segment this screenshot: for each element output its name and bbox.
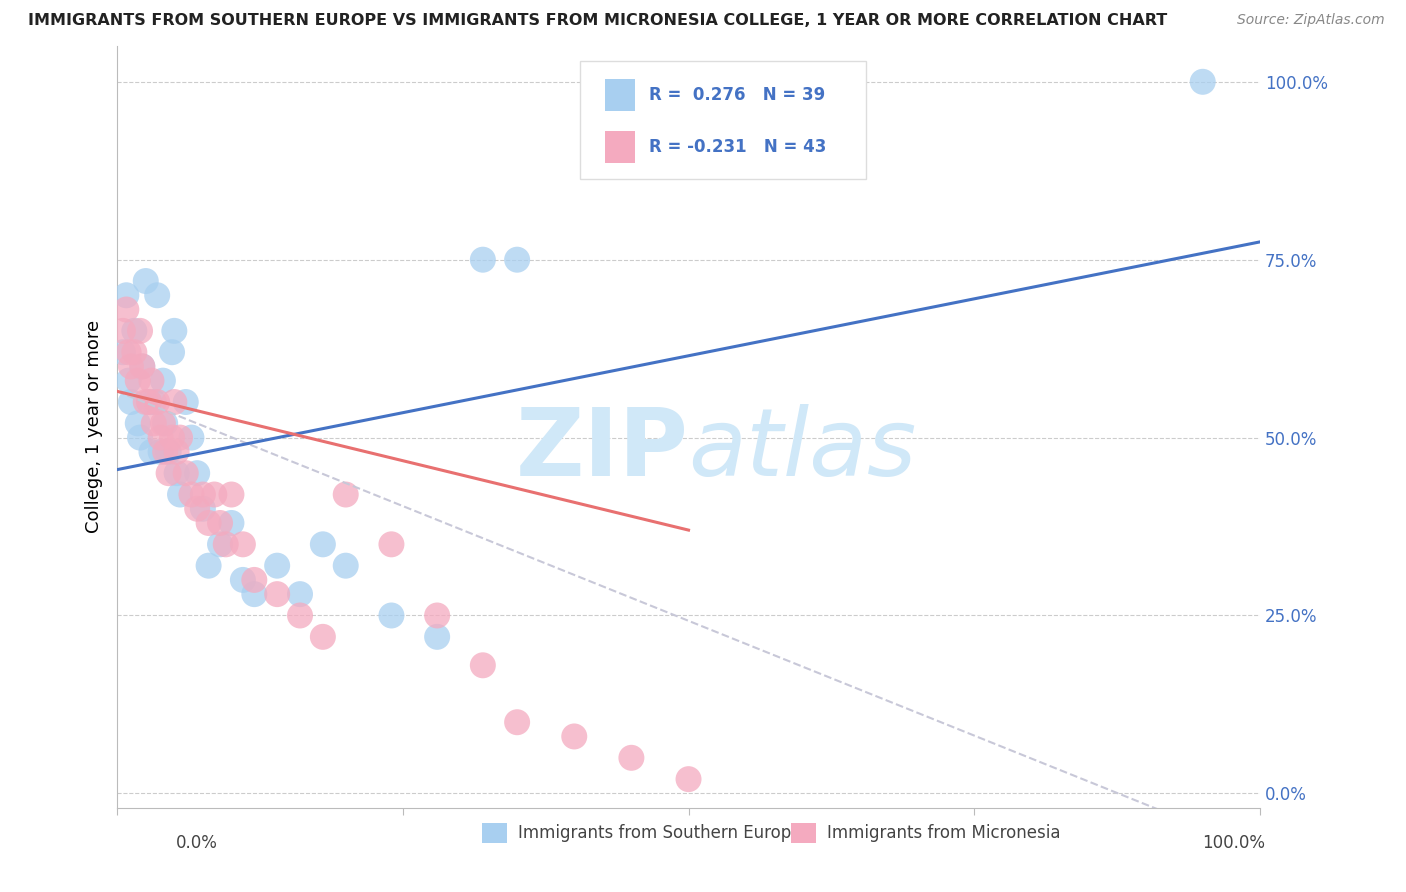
- Point: [120, 395, 142, 409]
- Point: [138, 395, 160, 409]
- Text: Source: ZipAtlas.com: Source: ZipAtlas.com: [1237, 13, 1385, 28]
- Point: [232, 573, 254, 587]
- Point: [174, 466, 197, 480]
- Point: [135, 395, 157, 409]
- Y-axis label: College, 1 year or more: College, 1 year or more: [86, 320, 103, 533]
- Point: [312, 630, 335, 644]
- Text: 100.0%: 100.0%: [1202, 834, 1265, 852]
- Point: [111, 324, 134, 338]
- Point: [138, 395, 160, 409]
- Point: [312, 537, 335, 551]
- Point: [426, 630, 449, 644]
- Point: [157, 466, 180, 480]
- Point: [141, 374, 163, 388]
- Point: [174, 395, 197, 409]
- Point: [243, 587, 266, 601]
- Point: [678, 772, 700, 786]
- Point: [197, 558, 219, 573]
- Point: [243, 573, 266, 587]
- Point: [191, 487, 214, 501]
- Point: [163, 395, 186, 409]
- Point: [142, 417, 165, 431]
- Text: Immigrants from Micronesia: Immigrants from Micronesia: [827, 824, 1062, 842]
- Point: [186, 466, 208, 480]
- Point: [380, 608, 402, 623]
- Text: Immigrants from Southern Europe: Immigrants from Southern Europe: [517, 824, 801, 842]
- Point: [149, 445, 172, 459]
- Point: [221, 516, 243, 530]
- Point: [153, 417, 176, 431]
- Point: [288, 587, 311, 601]
- FancyBboxPatch shape: [605, 79, 636, 111]
- Text: 0.0%: 0.0%: [176, 834, 218, 852]
- Point: [215, 537, 238, 551]
- Point: [124, 345, 146, 359]
- Point: [380, 537, 402, 551]
- Point: [186, 501, 208, 516]
- Text: R =  0.276   N = 39: R = 0.276 N = 39: [648, 86, 825, 104]
- Point: [115, 288, 138, 302]
- Point: [146, 395, 169, 409]
- Point: [135, 274, 157, 288]
- Point: [197, 516, 219, 530]
- Point: [180, 431, 202, 445]
- Point: [129, 324, 152, 338]
- Point: [160, 431, 183, 445]
- Point: [146, 288, 169, 302]
- Point: [152, 417, 174, 431]
- Point: [335, 487, 357, 501]
- Point: [266, 587, 288, 601]
- Point: [335, 558, 357, 573]
- Point: [149, 431, 172, 445]
- Point: [117, 345, 139, 359]
- Point: [232, 537, 254, 551]
- FancyBboxPatch shape: [605, 131, 636, 162]
- Point: [166, 466, 188, 480]
- Text: IMMIGRANTS FROM SOUTHERN EUROPE VS IMMIGRANTS FROM MICRONESIA COLLEGE, 1 YEAR OR: IMMIGRANTS FROM SOUTHERN EUROPE VS IMMIG…: [28, 13, 1167, 29]
- Point: [160, 345, 183, 359]
- Point: [506, 715, 529, 730]
- Point: [157, 445, 180, 459]
- Point: [131, 359, 153, 374]
- Text: R = -0.231   N = 43: R = -0.231 N = 43: [648, 137, 825, 156]
- Point: [120, 359, 142, 374]
- Point: [1191, 75, 1213, 89]
- Point: [129, 431, 152, 445]
- Point: [202, 487, 225, 501]
- Point: [141, 445, 163, 459]
- Point: [115, 302, 138, 317]
- Point: [124, 324, 146, 338]
- Point: [152, 374, 174, 388]
- Point: [426, 608, 449, 623]
- Point: [180, 487, 202, 501]
- Point: [166, 445, 188, 459]
- Point: [169, 431, 191, 445]
- Point: [169, 487, 191, 501]
- FancyBboxPatch shape: [579, 62, 866, 179]
- Point: [266, 558, 288, 573]
- Point: [221, 487, 243, 501]
- Point: [208, 537, 231, 551]
- Point: [127, 374, 149, 388]
- Point: [620, 751, 643, 765]
- Text: atlas: atlas: [689, 404, 917, 495]
- Point: [127, 417, 149, 431]
- Point: [191, 501, 214, 516]
- Point: [163, 324, 186, 338]
- Text: ZIP: ZIP: [516, 404, 689, 496]
- Point: [111, 345, 134, 359]
- Point: [288, 608, 311, 623]
- Point: [562, 730, 585, 744]
- Point: [117, 374, 139, 388]
- Point: [471, 658, 494, 673]
- Point: [208, 516, 231, 530]
- Point: [142, 395, 165, 409]
- Point: [131, 359, 153, 374]
- Point: [153, 445, 176, 459]
- Point: [506, 252, 529, 267]
- Point: [471, 252, 494, 267]
